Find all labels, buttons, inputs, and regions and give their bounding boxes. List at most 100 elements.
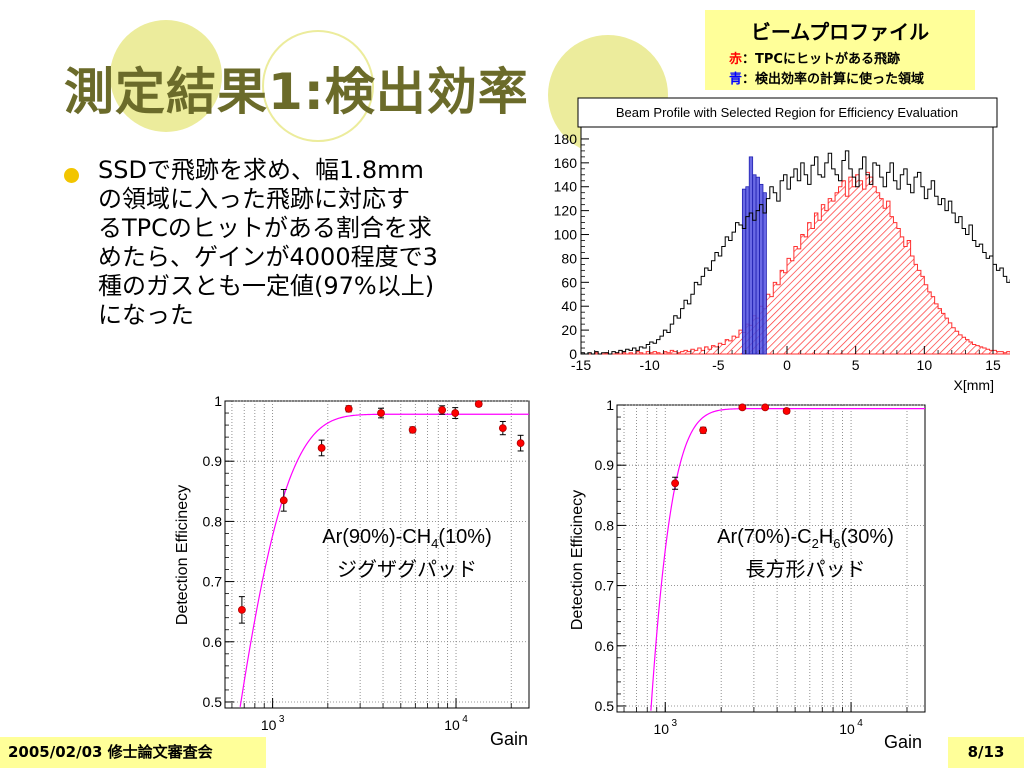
y-tick-label: 160 bbox=[554, 155, 578, 171]
x-tick-exponent: 4 bbox=[857, 718, 863, 729]
data-point bbox=[377, 409, 385, 417]
x-tick-exponent: 4 bbox=[462, 714, 468, 725]
x-tick-label: -10 bbox=[640, 357, 660, 373]
series-blue-bar bbox=[755, 176, 760, 355]
annotation-text: Ar(90%)-CH bbox=[322, 526, 432, 548]
plot-frame bbox=[616, 404, 926, 713]
data-point bbox=[782, 407, 791, 415]
series-blue-bar bbox=[759, 183, 764, 355]
y-tick-label: 0.6 bbox=[595, 638, 615, 654]
series-blue-bar bbox=[745, 186, 750, 355]
y-tick-label: 80 bbox=[561, 250, 577, 266]
annotation-line2: 長方形パッド bbox=[745, 559, 866, 581]
data-point bbox=[474, 400, 483, 408]
x-tick-label: 10 bbox=[444, 717, 460, 733]
series-blue-bar bbox=[762, 192, 767, 355]
plot-annotation-zigzag: Ar(90%)-CH4(10%) ジグザグパッド bbox=[292, 524, 522, 583]
histogram-x-label: X[mm] bbox=[954, 377, 994, 393]
legend-blue-text: ：検出効率の計算に使った領域 bbox=[742, 72, 925, 87]
x-tick-label: 10 bbox=[839, 721, 855, 737]
y-tick-label: 0.9 bbox=[203, 453, 223, 469]
data-point bbox=[344, 404, 353, 413]
x-tick-label: -5 bbox=[712, 357, 725, 373]
y-tick-label: 40 bbox=[561, 298, 577, 314]
annotation-text: Ar(70%)-C bbox=[717, 526, 812, 548]
x-axis-label: Gain bbox=[490, 729, 528, 749]
y-tick-label: 1 bbox=[214, 393, 222, 409]
annotation-subscript: 6 bbox=[833, 536, 841, 551]
decorative-circle-outline bbox=[262, 30, 374, 142]
x-tick-label: 10 bbox=[917, 357, 933, 373]
bullet-icon bbox=[64, 168, 79, 183]
annotation-text: (10%) bbox=[438, 526, 492, 548]
y-tick-label: 100 bbox=[554, 227, 578, 243]
y-tick-label: 140 bbox=[554, 179, 578, 195]
y-tick-label: 0.8 bbox=[203, 513, 223, 529]
y-tick-label: 0 bbox=[569, 346, 577, 362]
legend-blue-line: 青：検出効率の計算に使った領域 bbox=[729, 68, 924, 87]
annotation-line1: Ar(70%)-C2H6(30%) bbox=[688, 524, 923, 557]
y-tick-label: 0.5 bbox=[595, 698, 615, 714]
annotation-subscript: 2 bbox=[811, 536, 819, 551]
data-point bbox=[738, 403, 747, 412]
legend-red-text: ：TPCにヒットがある飛跡 bbox=[742, 52, 900, 67]
y-tick-label: 0.7 bbox=[595, 578, 615, 594]
series-blue-bar bbox=[748, 156, 754, 355]
annotation-line1: Ar(90%)-CH4(10%) bbox=[292, 524, 522, 557]
plot-frame bbox=[224, 400, 530, 709]
data-point bbox=[671, 479, 680, 488]
x-tick-exponent: 3 bbox=[279, 714, 285, 725]
x-tick-label: 5 bbox=[852, 357, 860, 373]
data-point bbox=[516, 439, 525, 448]
decorative-circle-filled bbox=[110, 20, 222, 132]
series-blue-bar bbox=[752, 174, 757, 355]
x-tick-label: -15 bbox=[571, 357, 591, 373]
y-tick-label: 0.7 bbox=[203, 574, 223, 590]
annotation-text: (30%) bbox=[840, 526, 894, 548]
data-point bbox=[699, 426, 708, 435]
legend-blue-key: 青 bbox=[729, 72, 743, 87]
annotation-line2: ジグザグパッド bbox=[337, 559, 477, 581]
histogram-title-box bbox=[577, 97, 998, 128]
y-axis-label: Detection Efficinecy bbox=[569, 490, 586, 630]
slide-title: 測定結果1:検出効率 bbox=[64, 63, 529, 121]
x-tick-label: 15 bbox=[985, 357, 1001, 373]
data-point bbox=[317, 444, 326, 452]
y-tick-label: 0.9 bbox=[595, 457, 615, 473]
data-point bbox=[438, 406, 447, 414]
legend-box: ビームプロファイル 赤：TPCにヒットがある飛跡 青：検出効率の計算に使った領域 bbox=[705, 10, 975, 90]
footer-page-number: 8/13 bbox=[948, 737, 1024, 768]
series-black-outline bbox=[580, 150, 1010, 355]
histogram-title: Beam Profile with Selected Region for Ef… bbox=[616, 105, 958, 120]
annotation-text: H bbox=[818, 526, 834, 548]
y-tick-label: 180 bbox=[554, 131, 578, 147]
footer-date: 2005/02/03 修士論文審査会 bbox=[0, 737, 266, 768]
x-tick-exponent: 3 bbox=[671, 718, 677, 729]
data-point bbox=[761, 403, 770, 412]
data-point bbox=[451, 409, 460, 417]
legend-red-line: 赤：TPCにヒットがある飛跡 bbox=[729, 48, 900, 67]
plot-annotation-rectangular: Ar(70%)-C2H6(30%) 長方形パッド bbox=[688, 524, 923, 583]
bullet-text: SSDで飛跡を求め、幅1.8mm の領域に入った飛跡に対応す るTPCのヒットが… bbox=[98, 156, 438, 329]
y-tick-label: 20 bbox=[561, 322, 577, 338]
data-point bbox=[279, 496, 288, 505]
data-point bbox=[237, 605, 246, 614]
y-tick-label: 60 bbox=[561, 274, 577, 290]
y-tick-label: 0.5 bbox=[203, 694, 223, 710]
y-axis-label: Detection Efficinecy bbox=[174, 485, 191, 625]
beam-profile-histogram: Beam Profile with Selected Region for Ef… bbox=[554, 97, 1010, 393]
x-tick-label: 10 bbox=[261, 717, 277, 733]
data-point bbox=[408, 425, 417, 434]
x-axis-label: Gain bbox=[884, 732, 922, 752]
legend-title: ビームプロファイル bbox=[750, 20, 930, 44]
data-point bbox=[498, 424, 507, 432]
y-tick-label: 120 bbox=[554, 203, 578, 219]
y-tick-label: 0.8 bbox=[595, 517, 615, 533]
series-blue-bar bbox=[741, 188, 747, 355]
x-tick-label: 10 bbox=[653, 721, 669, 737]
annotation-subscript: 4 bbox=[431, 536, 439, 551]
y-tick-label: 1 bbox=[606, 397, 614, 413]
y-tick-label: 0.6 bbox=[203, 634, 223, 650]
